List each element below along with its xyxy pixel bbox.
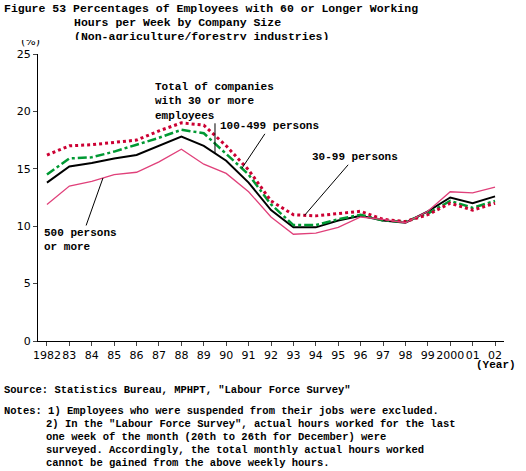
svg-text:87: 87 (152, 349, 166, 362)
svg-text:01: 01 (466, 349, 480, 362)
svg-text:89: 89 (197, 349, 211, 362)
svg-text:97: 97 (376, 349, 390, 362)
html-text:Notes: 1) Employees who were s: Notes: 1) Employees who were suspended f… (4, 405, 439, 417)
svg-text:500 personsor more: 500 personsor more (44, 227, 117, 253)
html-text:Figure 53 Percentages of Emplo: Figure 53 Percentages of Employees with … (4, 2, 419, 15)
svg-text:20: 20 (17, 105, 31, 118)
svg-text:100-499 persons: 100-499 persons (220, 120, 319, 132)
svg-text:10: 10 (17, 220, 31, 233)
svg-text:0: 0 (24, 335, 31, 348)
svg-text:93: 93 (286, 349, 300, 362)
svg-text:Total of companieswith 30 or m: Total of companieswith 30 or moreemploye… (155, 81, 274, 122)
svg-text:99: 99 (421, 349, 435, 362)
html-text:one week of the month (20th to: one week of the month (20th to 26th for … (46, 431, 387, 443)
svg-text:5: 5 (24, 277, 31, 290)
svg-text:02: 02 (488, 349, 502, 362)
svg-text:92: 92 (264, 349, 278, 362)
svg-text:88: 88 (174, 349, 188, 362)
html-text:2) In the "Labour Force Survey: 2) In the "Labour Force Survey", actual … (46, 418, 456, 430)
svg-text:25: 25 (17, 48, 31, 61)
html-text:Source: Statistics Bureau, MPH: Source: Statistics Bureau, MPHPT, "Labou… (4, 384, 351, 396)
svg-text:84: 84 (85, 349, 99, 362)
svg-text:1982: 1982 (33, 349, 61, 362)
svg-text:94: 94 (309, 349, 323, 362)
html-text:surveyed. Accordingly, the tot: surveyed. Accordingly, the total monthly… (46, 444, 425, 456)
svg-text:2000: 2000 (436, 349, 464, 362)
html-text:Hours per Week by Company Size: Hours per Week by Company Size (74, 16, 281, 29)
svg-text:98: 98 (398, 349, 412, 362)
svg-text:86: 86 (130, 349, 144, 362)
svg-text:90: 90 (219, 349, 233, 362)
svg-text:(%): (%) (21, 40, 40, 48)
svg-text:95: 95 (331, 349, 345, 362)
svg-text:96: 96 (354, 349, 368, 362)
html-text:cannot be gained from the abov: cannot be gained from the above weekly h… (46, 457, 330, 469)
svg-text:15: 15 (17, 163, 31, 176)
html-text:(Non-agriculture/forestry indu: (Non-agriculture/forestry industries) (74, 30, 330, 43)
svg-text:30-99 persons: 30-99 persons (312, 151, 398, 163)
svg-text:91: 91 (242, 349, 256, 362)
svg-text:(Year): (Year) (476, 359, 516, 371)
svg-text:83: 83 (62, 349, 76, 362)
svg-text:85: 85 (107, 349, 121, 362)
